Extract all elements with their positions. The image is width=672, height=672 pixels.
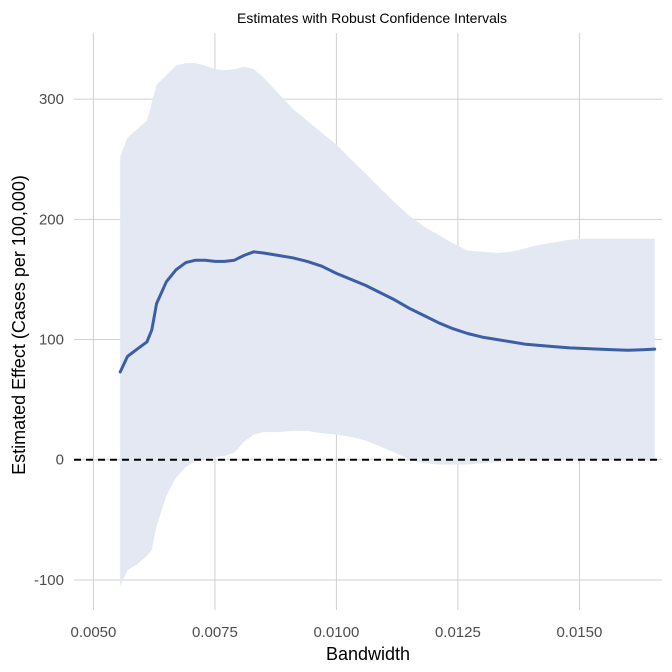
y-tick-label: 100 [39, 332, 64, 349]
x-tick-label: 0.0125 [435, 624, 481, 641]
y-tick-label: 300 [39, 91, 64, 108]
x-tick-label: 0.0100 [313, 624, 359, 641]
x-tick-label: 0.0150 [556, 624, 602, 641]
estimate-line [118, 250, 657, 374]
confidence-band-layer [120, 63, 655, 587]
x-axis-label: Bandwidth [326, 644, 410, 664]
y-tick-label: 200 [39, 211, 64, 228]
x-tick-label: 0.0050 [70, 624, 116, 641]
y-tick-label: -100 [34, 572, 64, 589]
y-tick-label: 0 [56, 452, 64, 469]
estimate-line-layer [118, 250, 657, 374]
x-axis-ticks: 0.0050 0.0075 0.0100 0.0125 0.0150 [70, 624, 602, 641]
chart-title: Estimates with Robust Confidence Interva… [237, 10, 507, 26]
y-axis-ticks: -100 0 100 200 300 [34, 91, 64, 589]
x-tick-label: 0.0075 [192, 624, 238, 641]
confidence-band [120, 63, 655, 587]
y-axis-label: Estimated Effect (Cases per 100,000) [9, 175, 29, 475]
